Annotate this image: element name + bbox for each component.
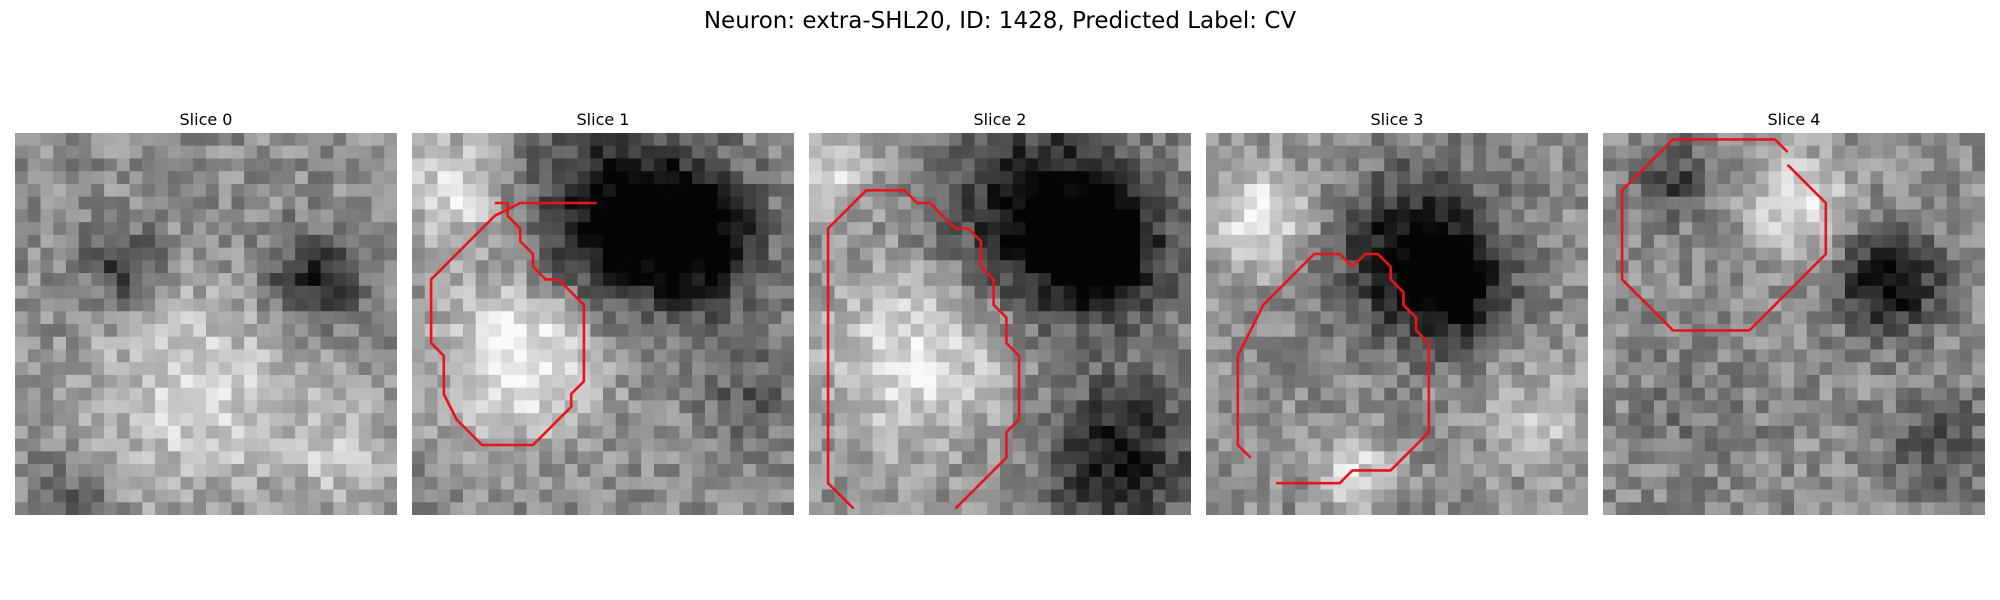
pixel-grid <box>15 133 397 515</box>
slice-title: Slice 1 <box>412 110 794 129</box>
slice-image <box>15 133 397 515</box>
pixel-grid <box>412 133 794 515</box>
slice-image <box>1206 133 1588 515</box>
slice-title: Slice 0 <box>15 110 397 129</box>
pixel-grid <box>1206 133 1588 515</box>
slice-image <box>412 133 794 515</box>
slice-title: Slice 4 <box>1603 110 1985 129</box>
slice-image <box>1603 133 1985 515</box>
pixel-grid <box>1603 133 1985 515</box>
slice-image <box>809 133 1191 515</box>
slice-title: Slice 3 <box>1206 110 1588 129</box>
figure-title: Neuron: extra-SHL20, ID: 1428, Predicted… <box>0 8 2000 34</box>
slice-title: Slice 2 <box>809 110 1191 129</box>
